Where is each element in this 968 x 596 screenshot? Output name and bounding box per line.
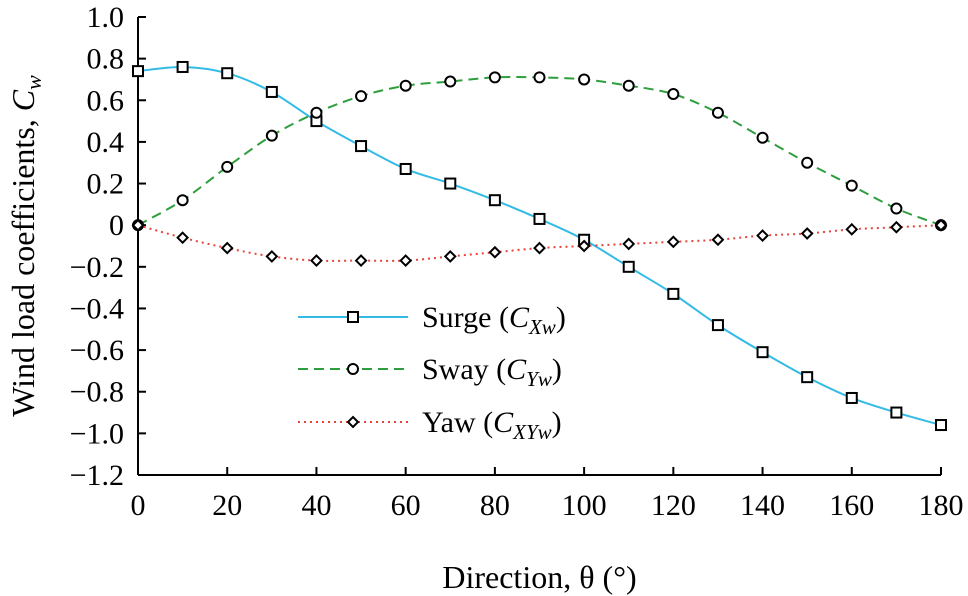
surge-point	[711, 319, 724, 332]
surge-point	[488, 194, 501, 207]
surge-point	[622, 260, 635, 273]
series-layer	[131, 60, 948, 432]
sway-point	[533, 71, 546, 84]
surge-point	[176, 60, 189, 73]
yaw-point	[488, 245, 502, 259]
series-yaw	[131, 218, 948, 267]
legend-marker-yaw	[346, 415, 360, 429]
sway-point	[221, 160, 234, 173]
y-tick-label: 0.8	[87, 43, 125, 76]
x-tick-label: 20	[212, 489, 242, 522]
y-tick-label: 0.4	[87, 126, 125, 159]
y-tick-label: 0.2	[87, 168, 125, 201]
y-tick-label: −0.2	[70, 251, 124, 284]
y-tick-label: −0.4	[70, 292, 124, 325]
y-axis-label: Wind load coefficients, Cw	[5, 75, 46, 417]
sway-point	[622, 79, 635, 92]
y-tick-label: 0	[109, 209, 124, 242]
x-tick-label: 80	[480, 489, 510, 522]
x-tick-label: 160	[829, 489, 874, 522]
y-tick-label: −1.0	[70, 417, 124, 450]
surge-point	[444, 177, 457, 190]
surge-point	[801, 371, 814, 384]
sway-point	[756, 131, 769, 144]
yaw-point	[756, 229, 769, 243]
yaw-point	[889, 220, 903, 234]
yaw-point	[845, 222, 859, 236]
yaw-point	[265, 249, 279, 263]
sway-point	[310, 106, 323, 119]
legend-label-yaw: Yaw (CXYw)	[422, 406, 562, 444]
sway-line	[137, 75, 942, 227]
yaw-point	[934, 218, 948, 232]
y-tick-label: 1.0	[87, 1, 125, 34]
surge-point	[533, 212, 546, 225]
legend-marker-sway	[347, 363, 359, 375]
surge-point	[132, 65, 144, 78]
sway-point	[355, 90, 368, 103]
surge-point	[399, 162, 412, 175]
yaw-point	[577, 239, 591, 253]
yaw-point	[131, 218, 145, 232]
surge-point	[265, 85, 278, 98]
surge-point	[756, 346, 769, 359]
sway-point	[444, 75, 457, 88]
yaw-point	[666, 235, 680, 249]
yaw-point	[220, 241, 234, 255]
yaw-point	[310, 254, 323, 267]
x-tick-label: 180	[919, 489, 964, 522]
x-tick-label: 100	[562, 489, 607, 522]
sway-point	[801, 156, 814, 169]
x-axis-label: Direction, θ (°)	[442, 559, 636, 595]
sway-point	[667, 88, 680, 101]
sway-point	[176, 194, 189, 207]
y-tick-label: −0.8	[70, 376, 124, 409]
legend-item-sway: Sway (CYw)	[298, 353, 562, 391]
sway-point	[488, 71, 501, 84]
sway-point	[578, 73, 591, 86]
y-tick-label: −1.2	[70, 459, 124, 492]
x-tick-label: 40	[301, 489, 331, 522]
yaw-point	[622, 237, 636, 251]
legend-label-sway: Sway (CYw)	[422, 353, 562, 391]
legend-item-yaw: Yaw (CXYw)	[298, 406, 562, 444]
surge-point	[667, 287, 680, 300]
yaw-point	[176, 231, 190, 245]
yaw-point	[533, 241, 546, 255]
sway-point	[890, 202, 903, 215]
y-tick-label: 0.6	[87, 84, 125, 117]
legend-marker-surge	[347, 311, 359, 323]
sway-point	[265, 129, 278, 142]
sway-point	[711, 106, 724, 119]
legend-item-surge: Surge (CXw)	[298, 301, 566, 339]
series-sway	[132, 71, 947, 232]
yaw-point	[443, 249, 457, 263]
sway-point	[845, 179, 858, 192]
x-tick-label: 0	[131, 489, 146, 522]
surge-point	[890, 406, 903, 419]
series-surge	[132, 60, 947, 432]
legend-label-surge: Surge (CXw)	[422, 301, 566, 339]
x-tick-label: 60	[391, 489, 421, 522]
yaw-point	[399, 254, 413, 267]
legend: Surge (CXw) Sway (CYw) Yaw (CXYw)	[298, 301, 566, 444]
axes: 1.0 0.8 0.6 0.4 0.2 0 −0.2 −0.4 −0.6 −0.8 −1.0 −1.2…	[70, 1, 964, 522]
surge-point	[355, 140, 368, 153]
surge-point	[845, 391, 858, 404]
surge-point	[935, 419, 947, 432]
yaw-point	[800, 227, 814, 240]
surge-point	[221, 67, 234, 80]
y-tick-label: −0.6	[70, 334, 124, 367]
sway-point	[399, 79, 412, 92]
yaw-point	[711, 233, 725, 247]
yaw-point	[354, 254, 368, 267]
x-tick-label: 140	[740, 489, 785, 522]
x-tick-label: 120	[651, 489, 696, 522]
